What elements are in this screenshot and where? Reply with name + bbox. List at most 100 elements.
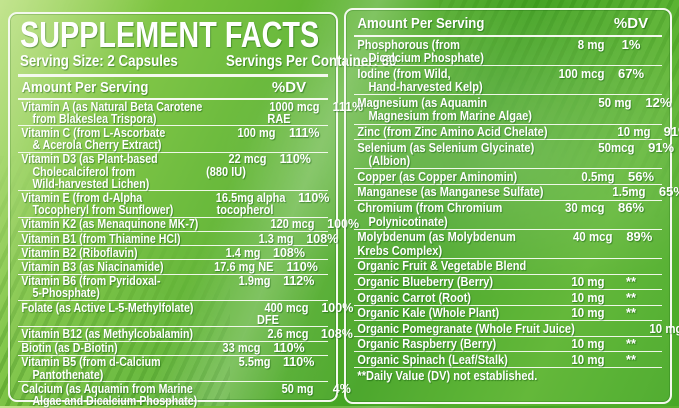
left-nutrient-rows: Vitamin A (as Natural Beta Carotene from …	[18, 99, 363, 408]
nutrient-amount-line: 10 mg	[571, 274, 605, 289]
nutrient-amount-line: 1.4 mg	[225, 245, 261, 260]
nutrient-dv-value: 67%	[617, 65, 645, 81]
nutrient-row: Organic Blueberry (Berry) 10 mg **	[354, 275, 662, 291]
nutrient-amount: 10 mg	[582, 125, 654, 139]
nutrient-amount-line: 10 mg	[571, 351, 605, 367]
supplement-facts-panel-left: SUPPLEMENT FACTS Serving Size: 2 Capsule…	[8, 12, 396, 407]
nutrient-amount-line: 2.6 mcg	[267, 326, 309, 341]
nutrient-name-line: Krebs Complex)	[357, 242, 443, 258]
nutrient-name-line: Iodine (from Wild,	[357, 65, 451, 81]
nutrient-dv-value: 110%	[298, 190, 330, 205]
nutrient-name: Selenium (as Selenium Glycinate) (Albion)	[354, 141, 566, 168]
nutrient-row: Organic Raspberry (Berry) 10 mg **	[354, 337, 662, 353]
nutrient-name: Vitamin C (from L-Ascorbate & Acerola Che…	[18, 125, 191, 152]
nutrient-row: Magnesium (as Aquamin Magnesium from Mari…	[354, 94, 671, 125]
nutrient-amount: 40 mcg	[544, 230, 616, 257]
nutrient-name: Organic Pomegranate (Whole Fruit Juice)	[354, 322, 614, 336]
nutrient-amount-line: 22 mcg	[228, 152, 267, 167]
nutrient-amount-line: 10 mg	[571, 305, 605, 321]
nutrient-amount-line: (880 IU)	[206, 164, 247, 179]
nutrient-name-line: from Blakeslea Trispora)	[32, 111, 157, 126]
nutrient-amount-line: 5.5mg	[238, 355, 271, 370]
nutrient-name-line: Calcium (as Aquamin from Marine	[21, 381, 193, 396]
amount-per-serving-header: Amount Per Serving	[357, 15, 485, 32]
nutrient-dv-value: 56%	[628, 168, 655, 184]
nutrient-name-line: Biotin (as D-Biotin)	[21, 341, 118, 356]
nutrient-name-line: Vitamin B2 (Riboflavin)	[21, 245, 138, 260]
nutrient-name: Vitamin B1 (from Thiamine HCl)	[18, 232, 209, 245]
nutrient-name-line: Wild-harvested Lichen)	[32, 176, 150, 191]
nutrient-name-line: Vitamin B3 (as Niacinamide)	[21, 259, 164, 274]
nutrient-name-line: Vitamin D3 (as Plant-based	[21, 152, 158, 167]
nutrient-amount-line: 40 mcg	[573, 229, 613, 245]
nutrient-name: Calcium (as Aquamin from Marine Algae and…	[18, 381, 229, 408]
nutrient-row: Vitamin B12 (as Methylcobalamin) 2.6 mcg 1…	[18, 326, 353, 342]
nutrient-amount: 1.5mg	[577, 185, 649, 199]
nutrient-name: Organic Blueberry (Berry)	[354, 275, 536, 289]
nutrient-name-line: Molybdenum (as Molybdenum	[357, 229, 516, 245]
right-nutrient-rows: Phosphorous (from Dicalcium Phosphate) 8 m…	[354, 36, 679, 383]
nutrient-name-line: Chromium (from Chromium	[357, 200, 503, 216]
nutrient-amount: 1.9mg	[186, 275, 274, 299]
nutrient-row: Vitamin B1 (from Thiamine HCl) 1.3 mg 108%	[18, 232, 338, 247]
nutrient-row: Phosphorous (from Dicalcium Phosphate) 8 m…	[354, 36, 662, 67]
nutrient-name-line: Magnesium (as Aquamin	[357, 94, 488, 110]
nutrient-name-line: Selenium (as Selenium Glycinate)	[357, 139, 535, 155]
nutrient-name-line: Vitamin C (from L-Ascorbate	[21, 125, 166, 140]
right-column-header: Amount Per Serving %DV	[354, 12, 662, 37]
serving-info-row: Serving Size: 2 Capsules Servings Per Co…	[20, 54, 396, 70]
section-header-row: Organic Fruit & Vegetable Blend	[354, 259, 662, 275]
nutrient-row: Vitamin E (from d-Alpha Tocopheryl from S…	[18, 191, 329, 218]
nutrient-row: Molybdenum (as Molybdenum Krebs Complex) 4…	[354, 230, 662, 259]
nutrient-name-line: Pantothenate)	[32, 367, 104, 382]
nutrient-amount-line: 50 mg	[281, 381, 314, 396]
nutrient-name-line: Vitamin A (as Natural Beta Carotene	[21, 99, 203, 114]
nutrient-amount: 10 mg	[536, 337, 608, 351]
nutrient-amount: 17.6 mg NE	[189, 261, 277, 274]
amount-per-serving-header: Amount Per Serving	[21, 79, 149, 96]
nutrient-name-line: Vitamin K2 (as Menaquinone MK-7)	[21, 217, 199, 232]
nutrient-row: Organic Pomegranate (Whole Fruit Juice) 1…	[354, 321, 679, 337]
nutrient-row: Vitamin A (as Natural Beta Carotene from …	[18, 99, 363, 127]
nutrient-dv-value: 110%	[283, 355, 315, 370]
nutrient-row: Chromium (from Chromium Polynicotinate) 30…	[354, 201, 662, 230]
nutrient-dv-value: 12%	[645, 94, 672, 110]
nutrient-row: Vitamin K2 (as Menaquinone MK-7) 120 mcg 1…	[18, 217, 359, 233]
nutrient-name-line: Algae and Dicalcium Phosphate)	[32, 393, 198, 408]
nutrient-dv-value: 89%	[626, 229, 653, 245]
nutrient-row: Biotin (as D-Biotin) 33 mcg 110%	[18, 342, 328, 356]
nutrient-amount: 2.6 mcg	[224, 326, 312, 341]
nutrient-dv-value: 4%	[332, 381, 351, 396]
section-header-text: Organic Fruit & Vegetable Blend	[357, 258, 527, 274]
nutrient-name: Folate (as Active L-5-Methylfolate)	[18, 301, 224, 326]
nutrient-dv-value: **	[625, 336, 637, 352]
nutrient-name-line: Organic Carrot (Root)	[357, 289, 471, 305]
nutrient-name: Vitamin B3 (as Niacinamide)	[18, 259, 189, 274]
nutrient-name-line: Polynicotinate)	[368, 213, 448, 229]
nutrient-row: Vitamin B5 (from d-Calcium Pantothenate) 5…	[18, 355, 328, 383]
nutrient-name: Biotin (as D-Biotin)	[18, 341, 176, 356]
nutrient-name: Vitamin D3 (as Plant-based Cholecalcifero…	[18, 153, 182, 190]
nutrient-amount-line: 1.9mg	[238, 274, 271, 289]
nutrient-dv-value: **	[625, 289, 637, 305]
nutrient-name: Organic Raspberry (Berry)	[354, 337, 536, 351]
nutrient-row: Vitamin B2 (Riboflavin) 1.4 mg 108%	[18, 245, 328, 261]
nutrient-row: Selenium (as Selenium Glycinate) (Albion)…	[354, 140, 674, 170]
nutrient-name: Copper (as Copper Aminomin)	[354, 170, 546, 184]
nutrient-amount: 400 mcg DFE	[224, 301, 312, 326]
nutrient-dv-value: 1%	[621, 36, 641, 52]
supplement-facts-panel-right: Amount Per Serving %DV Phosphorous (from…	[344, 8, 679, 404]
nutrient-amount-line: 1.5mg	[612, 184, 646, 200]
nutrient-amount: 100 mcg	[536, 67, 608, 94]
nutrient-amount-line: 100 mcg	[558, 65, 605, 81]
nutrient-row: Calcium (as Aquamin from Marine Algae and…	[18, 381, 350, 408]
nutrient-name: Vitamin K2 (as Menaquinone MK-7)	[18, 217, 230, 232]
nutrient-name-line: Hand-harvested Kelp)	[368, 79, 483, 95]
nutrient-amount: 10 mg	[536, 306, 608, 320]
nutrient-amount: 10 mg	[536, 353, 608, 367]
nutrient-row: Vitamin B6 (from Pyridoxal- 5-Phosphate) 1…	[18, 275, 328, 302]
nutrient-amount: 22 mcg (880 IU)	[182, 153, 270, 190]
nutrient-amount-line: 120 mcg	[270, 217, 315, 232]
nutrient-amount: 1000 mcg RAE	[235, 100, 323, 125]
nutrient-amount: 10 mg	[614, 322, 679, 336]
